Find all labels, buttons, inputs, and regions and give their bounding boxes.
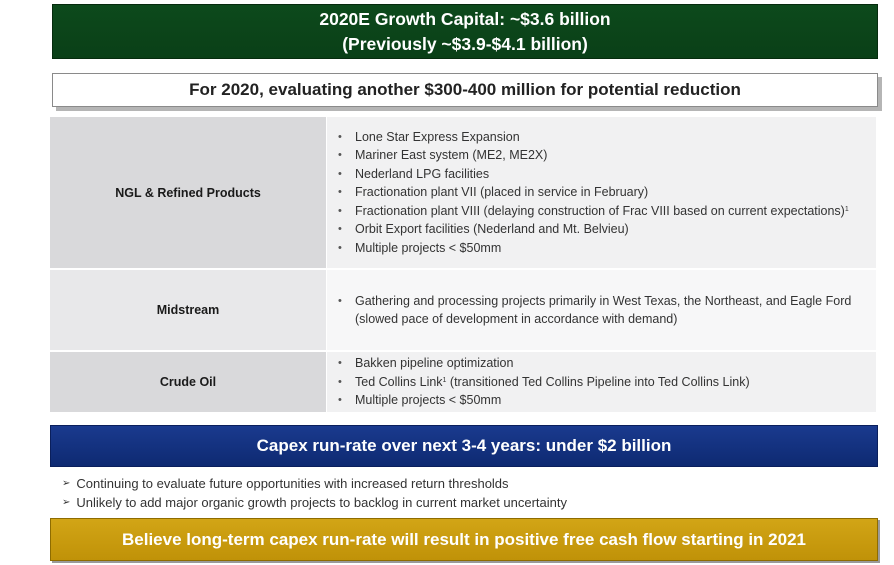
- crude-project-list: Bakken pipeline optimization Ted Collins…: [327, 354, 876, 410]
- list-item-text: Continuing to evaluate future opportunit…: [76, 476, 509, 491]
- growth-capital-banner: 2020E Growth Capital: ~$3.6 billion (Pre…: [52, 4, 878, 59]
- outlook-points: ➢ Continuing to evaluate future opportun…: [62, 475, 567, 512]
- free-cash-flow-banner: Believe long-term capex run-rate will re…: [50, 518, 878, 561]
- segment-row-crude: Crude Oil Bakken pipeline optimization T…: [50, 351, 876, 412]
- list-item: Nederland LPG facilities: [338, 165, 852, 184]
- segment-row-ngl: NGL & Refined Products Lone Star Express…: [50, 117, 876, 270]
- segment-row-midstream: Midstream Gathering and processing proje…: [50, 269, 876, 352]
- list-item: Ted Collins Link1 (transitioned Ted Coll…: [338, 373, 852, 392]
- list-item: Gathering and processing projects primar…: [338, 292, 852, 329]
- segment-items-ngl: Lone Star Express Expansion Mariner East…: [326, 117, 876, 270]
- growth-capital-title: 2020E Growth Capital: ~$3.6 billion: [319, 8, 611, 29]
- list-item: Fractionation plant VIII (delaying const…: [338, 202, 852, 221]
- segment-items-midstream: Gathering and processing projects primar…: [326, 269, 876, 352]
- list-item: Bakken pipeline optimization: [338, 354, 852, 373]
- evaluation-text: For 2020, evaluating another $300-400 mi…: [189, 80, 741, 99]
- midstream-project-list: Gathering and processing projects primar…: [327, 292, 876, 329]
- footnote-mark: 1: [844, 205, 849, 213]
- segments-table: NGL & Refined Products Lone Star Express…: [50, 117, 876, 412]
- list-item: ➢ Unlikely to add major organic growth p…: [62, 494, 567, 513]
- segment-items-crude: Bakken pipeline optimization Ted Collins…: [326, 351, 876, 412]
- list-item: Orbit Export facilities (Nederland and M…: [338, 220, 852, 239]
- list-item: ➢ Continuing to evaluate future opportun…: [62, 475, 567, 494]
- list-item: Lone Star Express Expansion: [338, 128, 852, 147]
- list-item-text: Fractionation plant VIII (delaying const…: [355, 203, 845, 218]
- list-item: Multiple projects < $50mm: [338, 391, 852, 410]
- list-item: Mariner East system (ME2, ME2X): [338, 146, 852, 165]
- segment-label-crude: Crude Oil: [50, 351, 327, 412]
- capex-banner: Capex run-rate over next 3-4 years: unde…: [50, 425, 878, 467]
- evaluation-banner: For 2020, evaluating another $300-400 mi…: [52, 73, 878, 107]
- list-item: Fractionation plant VII (placed in servi…: [338, 183, 852, 202]
- free-cash-flow-text: Believe long-term capex run-rate will re…: [122, 529, 806, 549]
- list-item-text: Ted Collins Link: [355, 374, 443, 389]
- ngl-project-list: Lone Star Express Expansion Mariner East…: [327, 128, 876, 257]
- segment-label-ngl: NGL & Refined Products: [50, 117, 327, 270]
- segment-label-midstream: Midstream: [50, 269, 327, 352]
- arrow-bullet-icon: ➢: [62, 478, 71, 489]
- list-item-text: Unlikely to add major organic growth pro…: [76, 494, 568, 510]
- list-item-text: (transitioned Ted Collins Pipeline into …: [446, 374, 750, 389]
- arrow-bullet-icon: ➢: [62, 496, 71, 508]
- list-item: Multiple projects < $50mm: [338, 239, 852, 258]
- growth-capital-previous: (Previously ~$3.9-$4.1 billion): [342, 33, 588, 54]
- capex-text: Capex run-rate over next 3-4 years: unde…: [256, 436, 672, 455]
- footnote-mark: 1: [442, 376, 447, 384]
